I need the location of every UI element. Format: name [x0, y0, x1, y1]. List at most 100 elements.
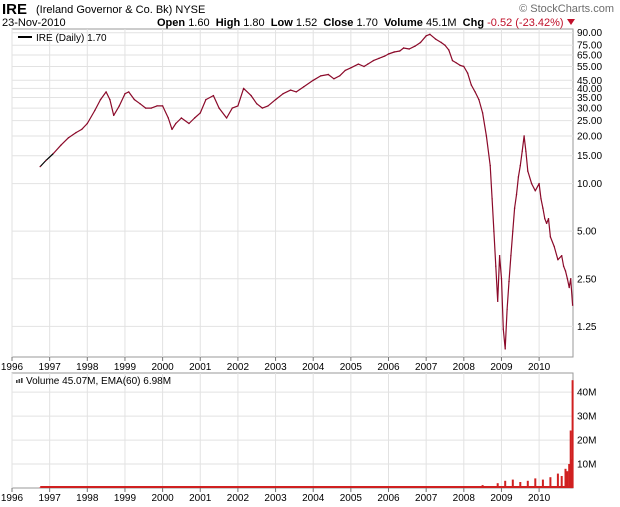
low-value: 1.52 — [295, 17, 318, 29]
price-point — [133, 98, 136, 101]
price-point — [470, 84, 472, 86]
price-point — [530, 182, 533, 185]
price-point — [327, 73, 329, 76]
price-point — [451, 59, 454, 62]
price-point — [180, 117, 183, 119]
price-point — [455, 62, 457, 64]
price-tick-label: 1.25 — [577, 322, 597, 333]
price-x-tick-label: 2010 — [528, 362, 551, 373]
price-point — [289, 89, 292, 91]
price-point — [566, 278, 569, 280]
price-point — [515, 194, 518, 196]
price-plot-area — [11, 28, 574, 358]
ticker-symbol: IRE — [2, 1, 28, 18]
price-point — [139, 103, 141, 105]
price-point — [491, 198, 493, 200]
price-point — [357, 63, 360, 65]
price-point — [274, 98, 277, 101]
price-point — [350, 67, 352, 69]
price-x-tick-label: 2002 — [227, 362, 250, 373]
volume-x-tick-label: 1998 — [76, 493, 99, 504]
price-point — [205, 98, 207, 101]
price-x-tick-label: 1997 — [39, 362, 62, 373]
price-point — [145, 107, 147, 109]
volume-bar — [570, 459, 573, 489]
price-point — [495, 265, 497, 267]
price-point — [489, 164, 491, 167]
quote-summary: Open 1.60 High 1.80 Low 1.52 Close 1.70 … — [157, 17, 575, 29]
price-x-tick-label: 2006 — [377, 362, 400, 373]
price-point — [425, 35, 427, 37]
price-point — [267, 105, 269, 107]
price-point — [261, 107, 264, 109]
price-x-tick-label: 2001 — [189, 362, 212, 373]
volume-x-tick-label: 2008 — [453, 493, 476, 504]
price-point — [513, 207, 516, 209]
price-x-tick-label: 2009 — [490, 362, 513, 373]
price-point — [372, 59, 375, 62]
price-point — [188, 122, 190, 125]
stockcharts-logo[interactable]: © StockCharts.com — [519, 3, 614, 15]
volume-bar — [519, 482, 522, 488]
price-point — [562, 265, 565, 267]
price-point — [387, 53, 390, 55]
price-point — [434, 38, 437, 40]
price-point — [553, 245, 555, 248]
price-point — [282, 93, 284, 95]
price-point — [237, 105, 239, 107]
price-point — [459, 64, 461, 67]
price-tick-label: 10.00 — [577, 179, 602, 190]
price-point — [193, 117, 196, 119]
price-point — [124, 93, 126, 95]
price-point — [504, 348, 506, 350]
volume-bar — [504, 480, 507, 488]
price-point — [105, 91, 107, 93]
price-point — [508, 280, 510, 283]
price-point — [94, 109, 96, 112]
price-point — [99, 98, 102, 101]
volume-bar — [568, 464, 571, 488]
price-point — [547, 218, 550, 220]
price-point — [544, 218, 546, 220]
volume-legend-bars-icon — [18, 379, 21, 383]
price-point — [540, 198, 542, 200]
price-point — [510, 255, 512, 257]
price-point — [523, 135, 525, 137]
price-point — [161, 105, 164, 107]
price-point — [378, 57, 380, 59]
price-x-tick-label: 2005 — [340, 362, 363, 373]
volume-bar — [569, 430, 572, 488]
volume-bar — [564, 468, 567, 488]
price-point — [109, 98, 111, 101]
price-point — [478, 98, 480, 101]
price-point — [312, 79, 314, 82]
price-tick-label: 5.00 — [577, 227, 597, 238]
price-point — [212, 94, 215, 97]
price-point — [561, 255, 563, 257]
price-point — [466, 72, 469, 74]
price-point — [344, 69, 346, 72]
quote-date: 23-Nov-2010 — [2, 17, 66, 29]
price-point — [448, 49, 450, 51]
open-value: 1.60 — [188, 17, 210, 29]
price-point — [171, 128, 173, 131]
price-point — [444, 44, 446, 46]
price-point — [493, 230, 495, 232]
price-point — [81, 128, 83, 131]
price-point — [542, 207, 544, 209]
price-point — [534, 190, 536, 192]
price-tick-label: 40.00 — [577, 84, 602, 95]
open-label: Open — [157, 17, 186, 29]
price-tick-label: 55.00 — [577, 62, 602, 73]
price-tick-label: 90.00 — [577, 28, 602, 39]
price-point — [67, 137, 70, 139]
volume-tick-label: 20M — [577, 436, 596, 447]
volume-x-tick-label: 1996 — [1, 493, 24, 504]
exchange-name: NYSE — [175, 4, 206, 16]
price-point — [414, 45, 416, 47]
volume-tick-label: 30M — [577, 412, 596, 423]
price-x-tick-label: 1999 — [114, 362, 137, 373]
price-point — [408, 48, 410, 50]
volume-bar — [541, 479, 544, 488]
